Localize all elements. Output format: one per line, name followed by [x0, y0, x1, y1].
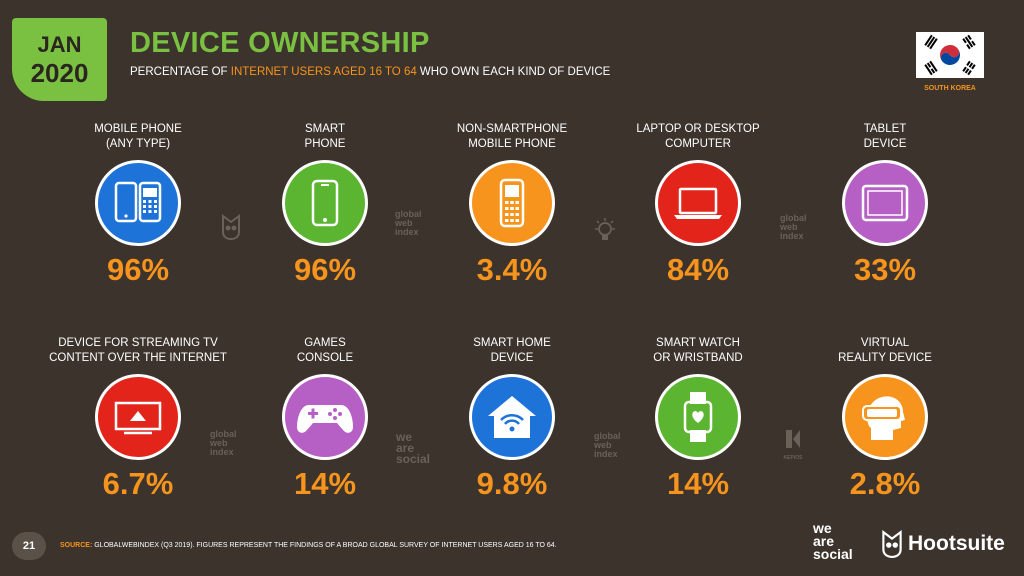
- device-value: 96%: [293, 252, 357, 287]
- device-value: 9.8%: [476, 466, 548, 501]
- kepios-logo: KEPIOS: [780, 428, 806, 461]
- wearesocial-logo: we are social: [396, 430, 431, 466]
- device-value: 84%: [666, 252, 730, 287]
- device-label: SMART PHONE: [304, 123, 346, 150]
- device-label: DEVICE FOR STREAMING TV CONTENT OVER THE …: [49, 337, 227, 364]
- smartphone-icon: [282, 160, 368, 246]
- device-label: SMART HOME DEVICE: [473, 337, 551, 364]
- globalwebindex-logo: global web index: [780, 213, 807, 241]
- lightbulb-icon: [594, 218, 616, 249]
- smartwatch-icon: [655, 374, 741, 460]
- vr-headset-icon: [842, 374, 928, 460]
- laptop-icon: [655, 160, 741, 246]
- page-title: DEVICE OWNERSHIP: [130, 27, 430, 59]
- device-value: 2.8%: [849, 466, 921, 501]
- device-value: 33%: [853, 252, 917, 287]
- device-label: VIRTUAL REALITY DEVICE: [838, 337, 932, 364]
- date-year: 2020: [30, 57, 89, 88]
- device-label: LAPTOP OR DESKTOP COMPUTER: [636, 123, 760, 150]
- globalwebindex-logo: global web index: [395, 209, 422, 237]
- device-label: SMART WATCH OR WRISTBAND: [653, 337, 743, 364]
- device-label: TABLET DEVICE: [863, 123, 907, 150]
- smart-home-icon: [469, 374, 555, 460]
- device-value: 14%: [293, 466, 357, 501]
- device-value: 6.7%: [102, 466, 174, 501]
- country-label: SOUTH KOREA: [924, 85, 976, 92]
- device-value: 3.4%: [476, 252, 548, 287]
- feature-phone-icon: [469, 160, 555, 246]
- device-value: 14%: [666, 466, 730, 501]
- tablet-icon: [842, 160, 928, 246]
- mobile-phones-icon: [95, 160, 181, 246]
- device-label: MOBILE PHONE (ANY TYPE): [94, 123, 182, 150]
- date-badge: JAN 2020: [12, 18, 107, 101]
- source-note: SOURCE: GLOBALWEBINDEX (Q3 2019). FIGURE…: [60, 542, 557, 549]
- page-number: 21: [12, 532, 46, 560]
- gamepad-icon: [282, 374, 368, 460]
- date-month: JAN: [37, 31, 82, 57]
- page-subtitle: PERCENTAGE OF INTERNET USERS AGED 16 TO …: [130, 66, 611, 78]
- south-korea-flag-icon: [916, 32, 984, 78]
- globalwebindex-logo: global web index: [594, 431, 621, 459]
- globalwebindex-logo: global web index: [210, 429, 237, 457]
- device-label: NON-SMARTPHONE MOBILE PHONE: [456, 123, 568, 150]
- device-value: 96%: [106, 252, 170, 287]
- hootsuite-brand-logo: Hootsuite: [880, 530, 1005, 558]
- hootsuite-owl-logo: [220, 214, 242, 245]
- streaming-tv-icon: [95, 374, 181, 460]
- device-label: GAMES CONSOLE: [296, 337, 354, 364]
- wearesocial-brand-logo: we are social: [813, 520, 853, 562]
